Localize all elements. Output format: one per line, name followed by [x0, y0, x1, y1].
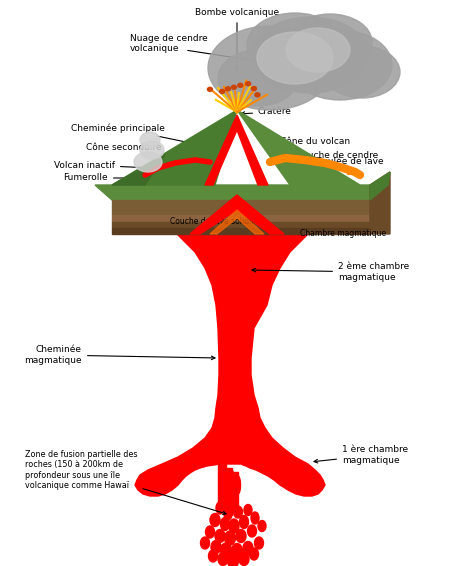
- Ellipse shape: [255, 537, 264, 549]
- Polygon shape: [190, 195, 284, 234]
- Text: Cheminée
magmatique: Cheminée magmatique: [24, 345, 215, 365]
- Text: Nuage de cendre
volcanique: Nuage de cendre volcanique: [130, 34, 208, 53]
- Ellipse shape: [216, 502, 224, 514]
- Ellipse shape: [288, 30, 392, 100]
- Ellipse shape: [236, 530, 246, 542]
- Polygon shape: [112, 222, 370, 228]
- Polygon shape: [112, 110, 237, 185]
- Ellipse shape: [201, 537, 210, 549]
- Polygon shape: [205, 115, 268, 185]
- Text: Coulée de lave: Coulée de lave: [309, 157, 383, 169]
- Polygon shape: [95, 185, 388, 200]
- Text: Cône du volcan: Cône du volcan: [274, 138, 350, 151]
- Ellipse shape: [246, 82, 251, 85]
- Polygon shape: [210, 210, 264, 234]
- Ellipse shape: [134, 152, 162, 172]
- Text: 1 ère chambre
magmatique: 1 ère chambre magmatique: [314, 445, 408, 465]
- Polygon shape: [370, 172, 390, 200]
- Ellipse shape: [229, 519, 239, 533]
- Ellipse shape: [243, 542, 253, 555]
- Text: Chambre magmatique: Chambre magmatique: [300, 229, 386, 238]
- Text: Cône secondaire: Cône secondaire: [86, 144, 206, 162]
- Ellipse shape: [218, 50, 298, 106]
- Polygon shape: [112, 155, 165, 185]
- Ellipse shape: [258, 521, 266, 531]
- Ellipse shape: [234, 506, 243, 518]
- Ellipse shape: [324, 46, 400, 98]
- Ellipse shape: [226, 87, 230, 91]
- Ellipse shape: [233, 495, 237, 511]
- Polygon shape: [224, 468, 232, 515]
- Ellipse shape: [288, 14, 372, 70]
- Polygon shape: [112, 215, 370, 222]
- Ellipse shape: [140, 141, 164, 159]
- Text: Fumerolle: Fumerolle: [64, 174, 144, 182]
- Polygon shape: [370, 172, 390, 234]
- Ellipse shape: [228, 554, 238, 566]
- Ellipse shape: [218, 552, 228, 565]
- Ellipse shape: [252, 17, 368, 93]
- Ellipse shape: [231, 543, 243, 559]
- Ellipse shape: [244, 504, 252, 516]
- Ellipse shape: [251, 512, 259, 524]
- Polygon shape: [218, 464, 226, 510]
- Ellipse shape: [247, 13, 343, 77]
- Ellipse shape: [251, 87, 256, 91]
- Ellipse shape: [228, 469, 234, 491]
- Text: Zone de fusion partielle des
roches (150 à 200km de
profondeur sous une île
volc: Zone de fusion partielle des roches (150…: [25, 450, 226, 514]
- Ellipse shape: [220, 517, 229, 530]
- Polygon shape: [237, 110, 360, 185]
- Text: Bombe volcanique: Bombe volcanique: [195, 8, 279, 17]
- Text: 2 ème chambre
magmatique: 2 ème chambre magmatique: [252, 262, 409, 282]
- Ellipse shape: [208, 26, 332, 110]
- Ellipse shape: [210, 513, 220, 526]
- Ellipse shape: [286, 28, 350, 72]
- Ellipse shape: [209, 550, 218, 562]
- Ellipse shape: [211, 541, 221, 554]
- Ellipse shape: [231, 85, 237, 89]
- Text: Volcan inactif: Volcan inactif: [54, 161, 149, 169]
- Ellipse shape: [239, 552, 249, 565]
- Ellipse shape: [206, 526, 215, 538]
- Ellipse shape: [225, 531, 236, 545]
- Text: Cheminée principale: Cheminée principale: [71, 123, 211, 148]
- Text: Cratère: Cratère: [241, 108, 292, 117]
- Ellipse shape: [220, 543, 231, 557]
- Text: Couche de lave solidifiée: Couche de lave solidifiée: [170, 217, 266, 226]
- Ellipse shape: [226, 492, 230, 508]
- Ellipse shape: [208, 87, 212, 91]
- Polygon shape: [232, 472, 238, 512]
- Polygon shape: [112, 228, 370, 234]
- Ellipse shape: [236, 476, 240, 494]
- Polygon shape: [112, 200, 370, 215]
- Ellipse shape: [247, 525, 256, 537]
- Ellipse shape: [255, 93, 260, 97]
- Ellipse shape: [238, 83, 243, 87]
- Ellipse shape: [215, 530, 225, 542]
- Polygon shape: [135, 232, 325, 496]
- Ellipse shape: [219, 469, 225, 491]
- Ellipse shape: [219, 89, 225, 93]
- Ellipse shape: [224, 508, 232, 520]
- Ellipse shape: [239, 516, 248, 529]
- Ellipse shape: [257, 32, 333, 84]
- Text: Couche de cendre: Couche de cendre: [289, 151, 378, 163]
- Ellipse shape: [249, 548, 258, 560]
- Ellipse shape: [140, 132, 160, 148]
